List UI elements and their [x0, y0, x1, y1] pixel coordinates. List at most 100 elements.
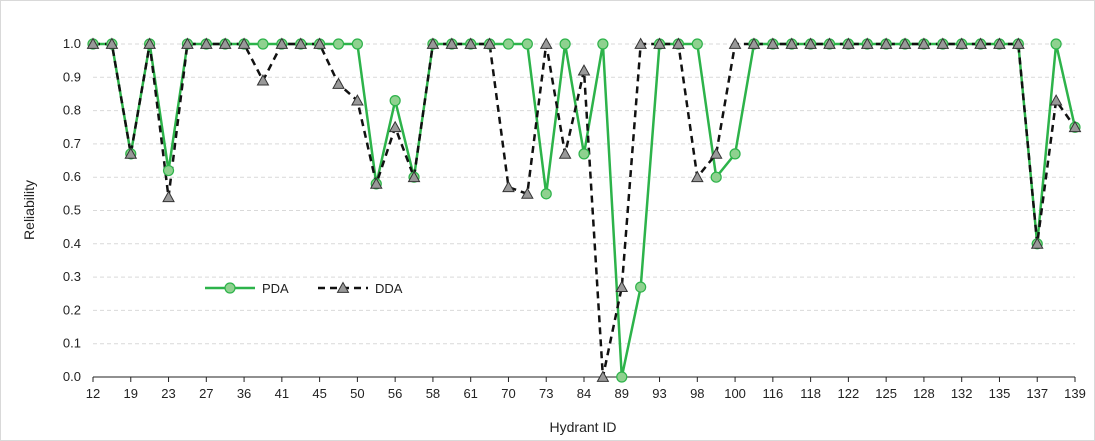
pda-point	[597, 38, 609, 50]
legend-pda-marker	[224, 282, 236, 294]
pda-point	[616, 371, 628, 383]
y-tick-label: 0.4	[63, 236, 81, 251]
dda-point	[124, 147, 138, 159]
pda-point	[332, 38, 345, 50]
dda-point	[483, 37, 496, 49]
pda-point	[389, 95, 401, 107]
dda-point	[766, 37, 780, 49]
dda-point	[539, 37, 553, 49]
dda-point	[275, 37, 289, 49]
x-tick-label: 70	[501, 386, 515, 401]
x-tick-label: 45	[312, 386, 326, 401]
dda-point	[879, 37, 893, 49]
series-markers	[86, 37, 1082, 383]
x-tick-label: 132	[951, 386, 973, 401]
dda-point	[1049, 94, 1063, 106]
x-tick-label: 128	[913, 386, 935, 401]
x-tick-label: 27	[199, 386, 213, 401]
dda-point	[313, 37, 326, 49]
x-tick-label: 116	[762, 386, 783, 401]
x-tick-label: 36	[237, 386, 251, 401]
dda-point	[162, 190, 175, 203]
y-axis-title: Reliability	[21, 180, 37, 240]
y-tick-label: 0.1	[63, 336, 81, 351]
legend-dda-marker	[336, 281, 350, 293]
pda-point	[351, 38, 363, 50]
dda-point	[653, 37, 666, 49]
dda-point	[502, 180, 515, 193]
dda-point	[690, 170, 704, 183]
dda-point	[558, 147, 572, 159]
y-tick-label: 0.8	[63, 103, 81, 118]
dda-point	[936, 37, 950, 49]
dda-point	[728, 37, 742, 49]
pda-point	[578, 148, 590, 160]
legend-pda-label: PDA	[262, 281, 289, 296]
dda-point	[1030, 237, 1044, 249]
dda-point	[672, 37, 685, 49]
x-axis-title: Hydrant ID	[550, 419, 617, 435]
pda-point	[162, 164, 175, 177]
dda-point	[823, 37, 836, 49]
pda-point	[540, 188, 552, 200]
x-tick-label: 125	[875, 386, 897, 401]
x-tick-label: 73	[539, 386, 553, 401]
dda-point	[237, 37, 251, 49]
y-tick-label: 0.7	[63, 136, 81, 151]
dda-point	[747, 37, 761, 49]
dda-point	[860, 37, 874, 49]
y-tick-labels: 0.0 0.1 0.2 0.3 0.4 0.5 0.6 0.7 0.8 0.9 1.0	[63, 36, 81, 384]
x-tick-label: 50	[350, 386, 364, 401]
dda-point	[464, 37, 478, 49]
dda-point	[332, 77, 345, 89]
dda-point	[993, 37, 1006, 49]
x-tick-label: 61	[463, 386, 477, 401]
x-tick-label: 56	[388, 386, 402, 401]
dda-point	[842, 37, 855, 49]
dda-point	[256, 74, 270, 86]
y-tick-label: 1.0	[63, 36, 81, 51]
dda-point	[86, 37, 100, 49]
dda-point	[898, 37, 912, 49]
pda-point	[502, 38, 515, 50]
x-tick-label: 84	[577, 386, 591, 401]
y-tick-label: 0.2	[63, 302, 81, 317]
pda-point	[691, 38, 703, 50]
axes	[92, 376, 1076, 382]
x-tick-label: 93	[652, 386, 666, 401]
y-tick-label: 0.9	[63, 69, 81, 84]
dda-point	[955, 37, 969, 49]
dda-point	[181, 37, 194, 49]
dda-point	[407, 170, 421, 183]
pda-point	[257, 38, 269, 50]
dda-point	[388, 120, 402, 133]
pda-point	[635, 281, 647, 293]
x-tick-label: 12	[86, 386, 100, 401]
dda-point	[709, 147, 723, 159]
pda-point	[521, 38, 533, 50]
dda-point	[199, 37, 213, 49]
pda-point	[1050, 38, 1062, 50]
dda-point	[974, 37, 987, 49]
x-tick-labels: 12 19 23 27 36 41 45 50 56 58 61 70 73 84 89 93 98 100 116…	[86, 386, 1086, 401]
y-tick-label: 0.0	[63, 369, 81, 384]
dda-point	[426, 37, 440, 49]
dda-point	[634, 37, 648, 49]
dda-point	[596, 370, 610, 382]
x-tick-label: 89	[615, 386, 629, 401]
dda-point	[520, 187, 534, 199]
x-tick-label: 122	[838, 386, 860, 401]
dda-point	[143, 37, 157, 49]
x-tick-label: 19	[124, 386, 138, 401]
dda-point	[1068, 120, 1082, 133]
pda-point	[559, 38, 571, 50]
x-tick-label: 139	[1064, 386, 1086, 401]
dda-point	[615, 280, 629, 292]
dda-point	[1011, 37, 1025, 49]
x-tick-label: 135	[989, 386, 1011, 401]
dda-point	[351, 94, 364, 106]
x-tick-label: 98	[690, 386, 704, 401]
x-tick-label: 23	[161, 386, 175, 401]
